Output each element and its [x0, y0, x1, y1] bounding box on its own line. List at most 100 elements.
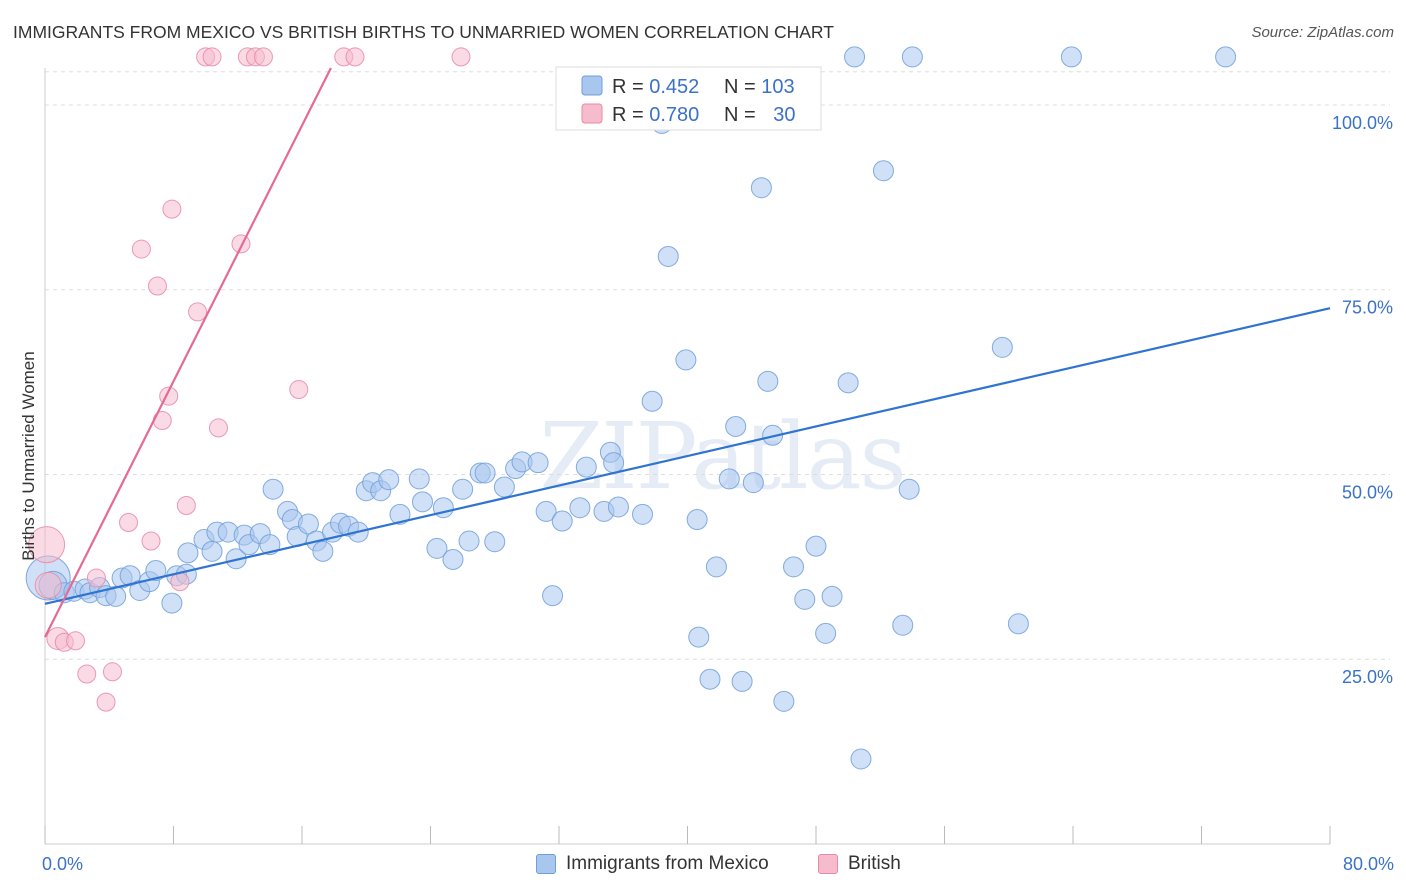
point-mexico-82 — [773, 690, 795, 712]
r-value-1: 0.452 — [649, 76, 699, 98]
point-mexico-27 — [262, 478, 284, 500]
point-mexico-67 — [641, 390, 663, 412]
point-british-17 — [176, 496, 196, 516]
y-tick-label-2: 75.0% — [1342, 298, 1393, 318]
point-mexico-75 — [718, 468, 740, 490]
legend-swatch-blue — [536, 854, 556, 874]
point-british-21 — [208, 418, 228, 438]
point-mexico-42 — [389, 503, 411, 525]
point-mexico-8 — [105, 585, 127, 607]
n-label-1: N = — [724, 76, 761, 98]
point-mexico-74 — [705, 556, 727, 578]
stats-row-2: R = 0.780 N = 30 — [612, 104, 796, 126]
r-label-1: R = — [612, 76, 649, 98]
point-mexico-71 — [686, 509, 708, 531]
point-mexico-64 — [603, 452, 625, 474]
point-british-15 — [162, 199, 182, 219]
point-mexico-19 — [201, 540, 223, 562]
point-mexico-69 — [657, 245, 679, 267]
y-axis-label: Births to Unmarried Women — [19, 351, 38, 560]
point-mexico-88 — [837, 372, 859, 394]
point-mexico-56 — [527, 452, 549, 474]
point-mexico-76 — [725, 415, 747, 437]
x-tick-label-max: 80.0% — [1343, 854, 1394, 874]
point-mexico-31 — [297, 513, 319, 535]
point-mexico-91 — [872, 160, 894, 182]
x-tick-label-min: 0.0% — [42, 854, 83, 874]
point-british-4 — [66, 631, 86, 651]
trend-line-british — [44, 67, 332, 638]
point-british-28 — [345, 47, 365, 67]
trend-line-mexico — [44, 307, 1331, 605]
point-mexico-13 — [145, 560, 167, 582]
point-mexico-51 — [474, 462, 496, 484]
point-mexico-97 — [1060, 46, 1082, 68]
point-british-7 — [96, 692, 116, 712]
axes — [44, 68, 1331, 845]
point-mexico-86 — [815, 622, 837, 644]
point-mexico-78 — [742, 472, 764, 494]
point-british-9 — [119, 513, 139, 533]
r-label-2: R = — [612, 104, 649, 126]
point-british-1 — [34, 571, 62, 599]
point-mexico-48 — [452, 478, 474, 500]
point-mexico-45 — [426, 537, 448, 559]
point-mexico-66 — [632, 503, 654, 525]
point-mexico-43 — [408, 468, 430, 490]
point-british-5 — [77, 664, 97, 684]
trend-lines — [44, 67, 1331, 638]
chart-source: Source: ZipAtlas.com — [1251, 24, 1394, 41]
point-british-11 — [141, 531, 161, 551]
point-mexico-53 — [493, 476, 515, 498]
y-tick-labels: 25.0% 50.0% 75.0% 100.0% — [1332, 113, 1393, 687]
point-mexico-98 — [1215, 46, 1237, 68]
legend-item-british: British — [818, 850, 901, 878]
point-british-20 — [202, 47, 222, 67]
point-british-22 — [231, 234, 251, 254]
point-mexico-49 — [458, 530, 480, 552]
point-mexico-94 — [901, 46, 923, 68]
stats-row-1: R = 0.452 N = 103 — [612, 76, 795, 98]
n-label-2: N = — [724, 104, 761, 126]
chart-title: IMMIGRANTS FROM MEXICO VS BRITISH BIRTHS… — [13, 22, 834, 42]
stats-legend-swatch-blue — [581, 75, 603, 96]
point-british-18 — [188, 302, 208, 322]
point-mexico-44 — [411, 491, 433, 513]
point-mexico-95 — [991, 336, 1013, 358]
point-mexico-41 — [378, 469, 400, 491]
point-mexico-65 — [607, 496, 629, 518]
y-tick-label-1: 50.0% — [1342, 482, 1393, 502]
point-mexico-61 — [575, 456, 597, 478]
point-mexico-83 — [783, 556, 805, 578]
point-mexico-33 — [312, 540, 334, 562]
point-british-8 — [102, 662, 122, 682]
point-mexico-70 — [675, 349, 697, 371]
point-mexico-10 — [119, 565, 141, 587]
point-british-6 — [86, 568, 106, 588]
r-value-2: 0.780 — [649, 104, 699, 126]
point-mexico-87 — [821, 585, 843, 607]
point-mexico-77 — [731, 670, 753, 692]
point-mexico-52 — [484, 531, 506, 553]
legend-item-immigrants: Immigrants from Mexico — [536, 850, 769, 878]
point-mexico-60 — [569, 497, 591, 519]
point-mexico-17 — [177, 542, 199, 564]
point-mexico-96 — [1007, 613, 1029, 635]
point-british-29 — [451, 47, 471, 67]
points — [25, 46, 1237, 770]
legend-swatch-pink — [818, 854, 838, 874]
stats-legend-swatch-pink — [581, 103, 603, 124]
point-british-26 — [289, 379, 309, 399]
point-mexico-26 — [259, 534, 281, 556]
y-tick-label-0: 25.0% — [1342, 667, 1393, 687]
watermark: ZIPatlas — [539, 403, 904, 510]
point-mexico-73 — [699, 668, 721, 690]
point-mexico-80 — [757, 370, 779, 392]
point-british-10 — [131, 239, 151, 259]
point-mexico-14 — [161, 592, 183, 614]
n-value-2: 30 — [773, 104, 795, 126]
point-mexico-93 — [898, 478, 920, 500]
point-mexico-92 — [892, 614, 914, 636]
point-mexico-72 — [688, 626, 710, 648]
n-value-1: 103 — [761, 76, 794, 98]
